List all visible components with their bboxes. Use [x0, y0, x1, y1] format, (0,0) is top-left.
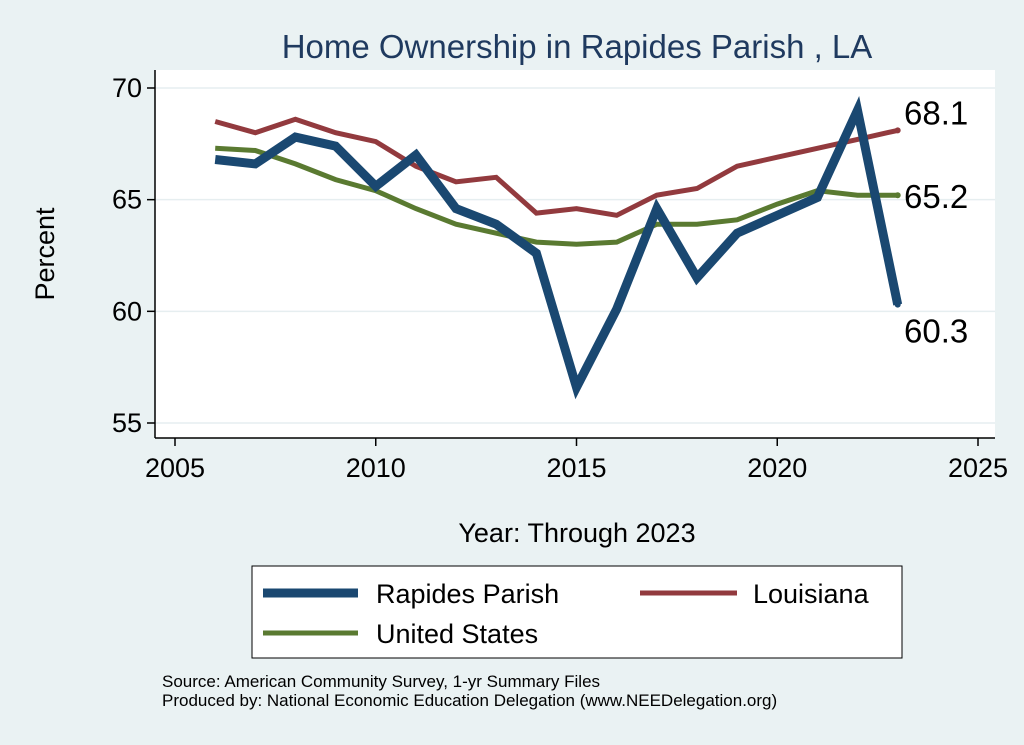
axes: 55 60 65 70 2005 2010 2015 2020 2025: [112, 70, 1008, 483]
end-value-label: 68.1: [904, 94, 968, 131]
y-tick-label: 60: [112, 296, 142, 326]
legend-label: United States: [376, 619, 538, 649]
legend-label: Rapides Parish: [376, 579, 559, 609]
end-point-marker: [894, 192, 901, 199]
series-line-louisiana: [214, 116, 899, 218]
legend-box: [251, 565, 903, 659]
x-tick-label: 2025: [948, 453, 1008, 483]
end-point-marker: [894, 127, 901, 134]
y-tick-label: 65: [112, 185, 142, 215]
source-note: Source: American Community Survey, 1-yr …: [162, 672, 601, 691]
x-tick-label: 2015: [546, 453, 606, 483]
producer-note: Produced by: National Economic Education…: [162, 691, 778, 710]
end-point-marker: [894, 301, 901, 308]
chart-title: Home Ownership in Rapides Parish , LA: [282, 28, 873, 65]
end-labels: 60.3 68.1 65.2: [904, 94, 968, 349]
end-value-label: 60.3: [904, 313, 968, 350]
y-tick-label: 70: [112, 73, 142, 103]
y-axis-title: Percent: [30, 207, 60, 301]
series-line-united-states: [215, 145, 898, 247]
legend-label: Louisiana: [753, 579, 870, 609]
series-lines: [214, 95, 903, 400]
series-line-rapides-parish: [214, 95, 903, 400]
x-tick-label: 2010: [346, 453, 406, 483]
gridlines: [155, 87, 995, 424]
x-tick-label: 2020: [747, 453, 807, 483]
x-axis-title: Year: Through 2023: [458, 518, 695, 548]
legend: Rapides Parish Louisiana United States: [263, 579, 870, 649]
end-value-label: 65.2: [904, 178, 968, 215]
x-tick-label: 2005: [145, 453, 205, 483]
y-tick-label: 55: [112, 408, 142, 438]
